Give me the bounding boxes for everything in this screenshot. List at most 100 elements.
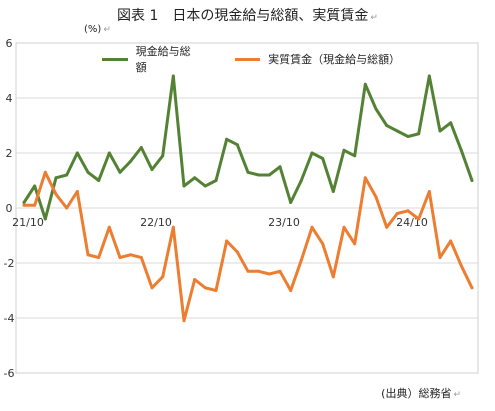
legend-label-real: 実質賃金（現金給与総額） (268, 53, 401, 66)
source-note: (出典）総務省 ↵ (381, 385, 461, 401)
y-tick-label: -4 (4, 312, 15, 325)
chart-title: 図表 1 日本の現金給与総額、実質賃金 ↵ (0, 5, 495, 25)
y-tick-label: -6 (4, 367, 15, 380)
data-point-series-1 (118, 256, 122, 259)
y-axis-unit: (%) ↵ (84, 24, 111, 35)
data-point-series-1 (363, 176, 367, 180)
data-point-series-1 (438, 256, 442, 259)
data-point-series-1 (129, 253, 133, 257)
data-point-series-1 (107, 225, 111, 229)
data-point-series-1 (139, 256, 143, 259)
data-point-series-0 (33, 184, 37, 188)
data-point-series-0 (43, 217, 47, 221)
data-point-series-0 (150, 168, 154, 171)
data-point-series-1 (203, 286, 207, 290)
data-point-series-1 (289, 289, 293, 292)
data-point-series-0 (235, 143, 239, 147)
data-point-series-0 (353, 154, 357, 158)
data-point-series-0 (278, 165, 282, 169)
data-point-series-0 (161, 154, 165, 158)
data-point-series-0 (310, 151, 314, 155)
y-axis-tick-labels: -6 -4 -2 0 2 4 6 (4, 37, 15, 380)
data-point-series-1 (150, 286, 154, 290)
data-point-series-1 (246, 269, 250, 273)
data-point-series-1 (97, 256, 101, 259)
data-point-series-0 (214, 179, 218, 182)
paragraph-mark-icon: ↵ (370, 13, 378, 23)
legend-swatch-real (234, 57, 261, 61)
data-point-series-1 (33, 203, 37, 207)
data-point-series-1 (321, 242, 325, 246)
data-point-series-0 (363, 82, 367, 86)
data-point-series-0 (54, 176, 58, 180)
data-point-series-1 (299, 258, 303, 262)
data-point-series-1 (193, 278, 197, 281)
data-point-series-0 (97, 179, 101, 182)
data-point-series-0 (171, 74, 175, 78)
data-point-series-0 (427, 74, 431, 78)
data-point-series-1 (225, 239, 229, 243)
data-point-series-1 (427, 190, 431, 193)
data-point-series-1 (257, 269, 261, 273)
series-lines (22, 74, 474, 323)
data-point-series-1 (449, 239, 453, 243)
data-point-series-1 (86, 253, 90, 257)
data-point-series-0 (417, 132, 421, 136)
data-point-series-0 (321, 157, 325, 160)
paragraph-mark-icon: ↵ (453, 390, 461, 400)
data-point-series-0 (225, 137, 229, 141)
data-point-series-0 (331, 190, 335, 193)
data-point-series-0 (86, 170, 90, 174)
data-point-series-1 (54, 192, 58, 196)
data-point-series-0 (385, 124, 389, 127)
x-tick-label: 23/10 (268, 216, 300, 229)
data-point-series-0 (449, 121, 453, 125)
data-point-series-1 (161, 275, 165, 279)
data-point-series-1 (214, 289, 218, 292)
data-point-series-0 (299, 179, 303, 182)
data-point-series-1 (406, 209, 410, 213)
data-point-series-0 (257, 173, 261, 177)
paragraph-mark-icon: ↵ (103, 25, 111, 35)
data-point-series-1 (22, 203, 26, 207)
data-point-series-1 (43, 170, 47, 174)
data-point-series-1 (342, 225, 346, 229)
legend: 現金給与総額 実質賃金（現金給与総額） (90, 45, 420, 74)
x-tick-label: 22/10 (140, 216, 172, 229)
data-point-series-1 (395, 212, 399, 215)
legend-swatch-nominal (102, 57, 128, 61)
y-tick-label: 4 (6, 92, 13, 105)
legend-item-real: 実質賃金（現金給与総額） (234, 51, 401, 67)
y-axis-unit-text: (%) (84, 24, 102, 35)
data-point-series-1 (374, 195, 378, 199)
legend-label-nominal: 現金給与総額 (135, 45, 191, 74)
gridlines (16, 97, 478, 319)
data-point-series-0 (139, 146, 143, 149)
x-tick-label: 21/10 (12, 216, 44, 229)
data-point-series-1 (235, 250, 239, 254)
y-tick-label: 0 (6, 202, 13, 215)
data-point-series-0 (289, 201, 293, 204)
legend-item-nominal: 現金給与総額 (102, 43, 201, 75)
data-point-series-0 (246, 170, 250, 174)
data-point-series-1 (353, 242, 357, 246)
data-point-series-1 (267, 272, 271, 276)
data-point-series-0 (107, 151, 111, 155)
y-tick-label: -2 (4, 257, 15, 270)
data-point-series-0 (22, 201, 26, 204)
data-point-series-0 (406, 135, 410, 138)
data-point-series-0 (374, 107, 378, 111)
data-point-series-0 (267, 173, 271, 177)
source-note-text: (出典）総務省 (381, 387, 452, 400)
data-point-series-0 (182, 184, 186, 188)
chart-title-text: 図表 1 日本の現金給与総額、実質賃金 (117, 8, 369, 24)
y-tick-label: 6 (6, 37, 13, 50)
data-point-series-1 (310, 225, 314, 229)
data-point-series-0 (129, 159, 133, 163)
data-point-series-1 (75, 190, 79, 193)
data-point-series-0 (203, 184, 207, 188)
data-point-series-0 (470, 179, 474, 182)
data-point-series-0 (438, 129, 442, 133)
data-point-series-0 (75, 151, 79, 155)
